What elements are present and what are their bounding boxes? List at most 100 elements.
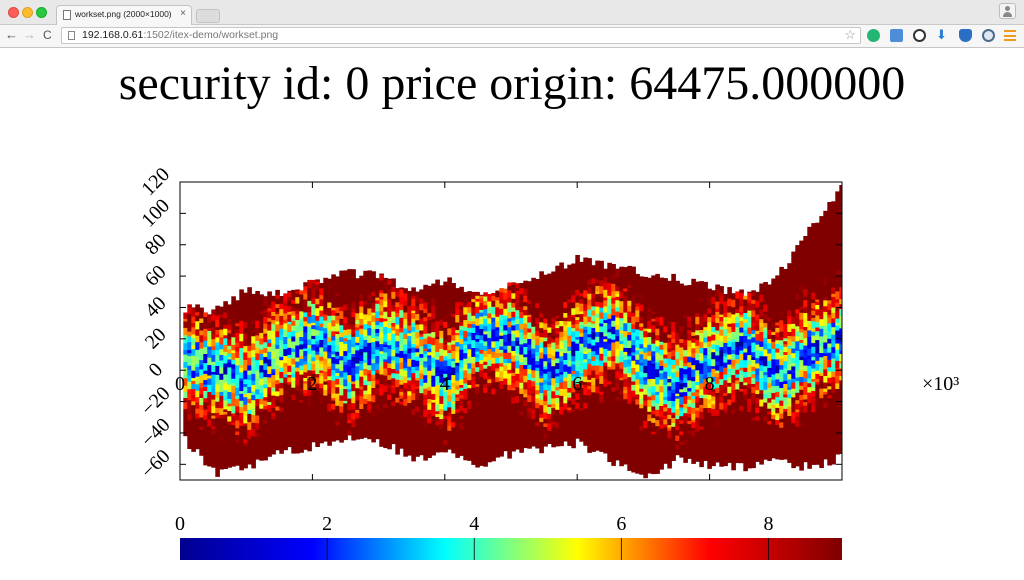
heat-cell: [379, 395, 384, 403]
heat-cell: [691, 357, 696, 366]
circle-extension-icon[interactable]: [982, 29, 995, 42]
heat-cell: [667, 358, 672, 365]
heat-cell: [495, 296, 500, 301]
tab-close-button[interactable]: ×: [180, 8, 186, 19]
browser-tab[interactable]: workset.png (2000×1000) ×: [56, 5, 192, 25]
panda-extension-icon[interactable]: [913, 29, 926, 42]
heat-cell: [291, 315, 296, 319]
heat-cell: [571, 424, 576, 432]
heat-cell: [475, 383, 480, 387]
heat-cell: [639, 351, 644, 355]
back-button[interactable]: ←: [5, 27, 18, 42]
heat-cell: [711, 334, 716, 341]
heat-cell: [447, 316, 452, 325]
heat-cell: [623, 366, 628, 374]
heat-cell: [287, 398, 292, 403]
heat-cell: [287, 410, 292, 418]
heat-cell: [383, 346, 388, 353]
heat-cell: [383, 352, 388, 360]
heat-cell: [199, 307, 204, 315]
address-bar[interactable]: 192.168.0.61:1502/itex-demo/workset.png …: [61, 27, 861, 44]
heat-cell: [335, 421, 340, 426]
heat-cell: [735, 347, 740, 355]
heat-cell: [423, 363, 428, 368]
bookmark-star-icon[interactable]: ☆: [844, 27, 856, 42]
heat-cell: [707, 398, 712, 404]
heat-cell: [651, 378, 656, 387]
heat-cell: [735, 327, 740, 336]
heat-cell: [619, 326, 624, 331]
heat-cell: [743, 402, 748, 408]
heat-cell: [415, 370, 420, 379]
heat-cell: [271, 368, 276, 373]
heat-cell: [315, 377, 320, 384]
heat-cell: [327, 437, 332, 442]
heat-cell: [599, 406, 604, 415]
heat-cell: [275, 313, 280, 322]
heat-cell: [539, 327, 544, 334]
new-tab-button[interactable]: [196, 9, 220, 23]
heat-cell: [643, 416, 648, 421]
heat-cell: [299, 330, 304, 337]
grammarly-extension-icon[interactable]: [867, 29, 880, 42]
heat-cell: [611, 451, 616, 458]
heat-cell: [435, 375, 440, 379]
heat-cell: [459, 416, 464, 419]
heat-cell: [743, 371, 748, 378]
window-minimize-button[interactable]: [22, 7, 33, 18]
heat-cell: [435, 356, 440, 360]
heat-cell: [627, 353, 632, 357]
heat-cell: [619, 356, 624, 363]
heat-cell: [419, 385, 424, 394]
heat-cell: [379, 321, 384, 327]
profile-button[interactable]: [999, 3, 1016, 19]
heat-cell: [575, 429, 580, 436]
window-maximize-button[interactable]: [36, 7, 47, 18]
heat-cell: [619, 436, 624, 445]
heat-cell: [311, 360, 316, 364]
heat-cell: [427, 447, 432, 451]
heat-cell: [631, 297, 636, 306]
heat-cell: [375, 340, 380, 347]
heat-cell: [231, 322, 236, 330]
heat-cell: [751, 337, 756, 343]
window-close-button[interactable]: [8, 7, 19, 18]
heat-cell: [595, 349, 600, 355]
download-extension-icon[interactable]: ⬇: [936, 27, 947, 42]
cast-extension-icon[interactable]: [890, 29, 903, 42]
heat-cell: [699, 383, 704, 390]
heat-cell: [475, 405, 480, 413]
heat-cell: [539, 417, 544, 423]
heat-cell: [591, 332, 596, 340]
menu-icon[interactable]: [1004, 30, 1016, 41]
heat-cell: [575, 275, 580, 280]
heat-cell: [503, 412, 508, 419]
heat-cell: [399, 401, 404, 405]
url-text[interactable]: 192.168.0.61:1502/itex-demo/workset.png: [82, 29, 278, 41]
heat-cell: [359, 360, 364, 364]
heat-cell: [243, 311, 248, 316]
forward-button[interactable]: →: [23, 27, 36, 42]
heat-cell: [223, 351, 228, 356]
reload-button[interactable]: C: [43, 28, 52, 42]
heat-cell: [719, 349, 724, 357]
heat-cell: [635, 384, 640, 390]
heat-cell: [719, 341, 724, 348]
heat-cell: [635, 297, 640, 304]
heat-cell: [259, 332, 264, 339]
heat-cell: [683, 382, 688, 388]
heat-cell: [595, 371, 600, 375]
shield-extension-icon[interactable]: [959, 29, 972, 42]
heat-cell: [751, 359, 756, 367]
heat-cell: [543, 423, 548, 427]
heat-cell: [731, 349, 736, 354]
heat-cell: [211, 365, 216, 372]
heat-cell: [483, 308, 488, 316]
heat-cell: [655, 279, 660, 284]
heat-cell: [355, 418, 360, 423]
heat-cell: [495, 420, 500, 425]
heat-cell: [395, 291, 400, 297]
heat-cell: [351, 367, 356, 376]
heat-cell: [235, 374, 240, 381]
heat-cell: [535, 434, 540, 441]
